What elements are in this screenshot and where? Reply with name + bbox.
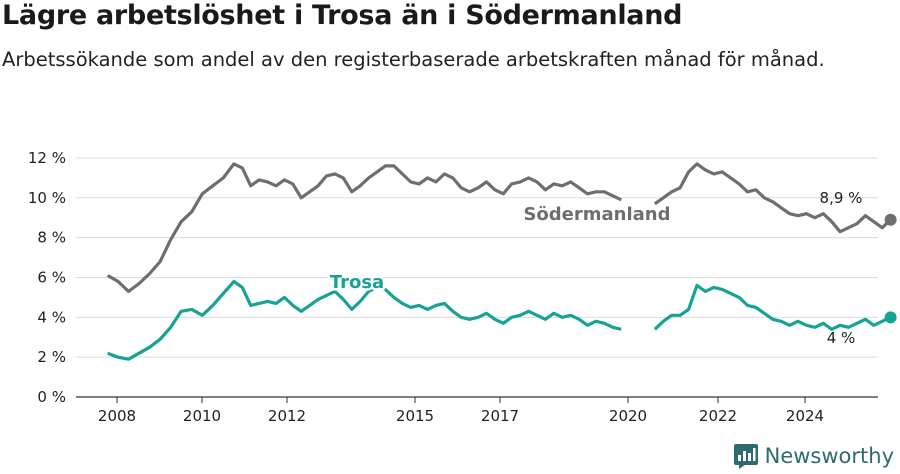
x-tick-label: 2008 (98, 407, 136, 425)
x-tick-label: 2010 (183, 407, 221, 425)
end-value-label-sodermanland: 8,9 % (820, 189, 863, 207)
series-label-sodermanland: Södermanland (523, 204, 670, 225)
bar-chart-logo-icon (733, 444, 758, 469)
y-tick-label: 10 % (28, 189, 66, 207)
y-tick-label: 6 % (37, 268, 66, 286)
y-tick-label: 2 % (37, 348, 66, 366)
y-tick-label: 0 % (37, 388, 66, 406)
end-value-label-trosa: 4 % (827, 329, 856, 347)
series-line-trosa (107, 279, 622, 361)
x-tick-label: 2020 (609, 407, 647, 425)
x-tick-label: 2024 (786, 407, 824, 425)
chart-subtitle: Arbetssökande som andel av den registerb… (2, 48, 825, 71)
x-tick-label: 2015 (396, 407, 434, 425)
brand-logo[interactable]: Newsworthy (733, 442, 894, 470)
series-label-trosa: Trosa (330, 272, 384, 293)
y-tick-label: 4 % (37, 308, 66, 326)
x-tick-label: 2022 (699, 407, 737, 425)
series-end-point-trosa (884, 311, 897, 324)
y-tick-label: 8 % (37, 229, 66, 247)
series-line-trosa-recent (653, 283, 892, 331)
y-tick-label: 12 % (28, 149, 66, 167)
brand-name: Newsworthy (764, 444, 894, 468)
x-tick-label: 2012 (268, 407, 306, 425)
series-end-point-sdermanland (884, 213, 897, 226)
chart-title: Lägre arbetslöshet i Trosa än i Söderman… (2, 0, 683, 31)
series-line-sdermanland (106, 162, 622, 293)
series-line-sdermanland-recent (653, 162, 892, 234)
x-tick-label: 2017 (481, 407, 519, 425)
